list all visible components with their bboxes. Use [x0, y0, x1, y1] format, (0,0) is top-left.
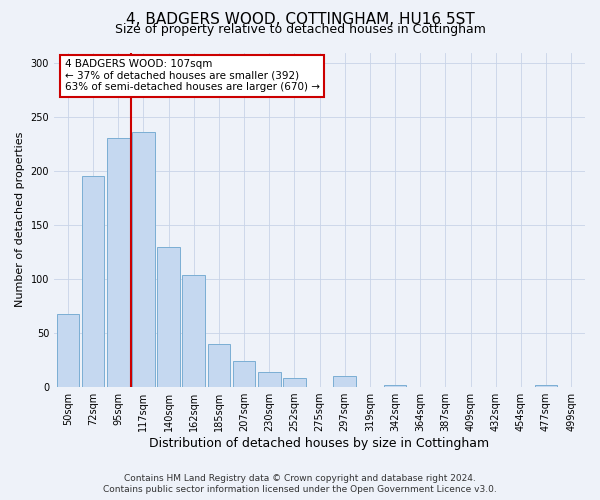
Bar: [334, 376, 356, 387]
Bar: [107, 138, 130, 387]
Bar: [383, 385, 406, 387]
Text: 4, BADGERS WOOD, COTTINGHAM, HU16 5ST: 4, BADGERS WOOD, COTTINGHAM, HU16 5ST: [125, 12, 475, 28]
Text: 4 BADGERS WOOD: 107sqm
← 37% of detached houses are smaller (392)
63% of semi-de: 4 BADGERS WOOD: 107sqm ← 37% of detached…: [65, 59, 320, 92]
Bar: [535, 385, 557, 387]
Bar: [283, 378, 305, 387]
Bar: [82, 176, 104, 387]
Bar: [233, 361, 256, 387]
Bar: [258, 372, 281, 387]
Y-axis label: Number of detached properties: Number of detached properties: [15, 132, 25, 308]
X-axis label: Distribution of detached houses by size in Cottingham: Distribution of detached houses by size …: [149, 437, 490, 450]
Text: Size of property relative to detached houses in Cottingham: Size of property relative to detached ho…: [115, 22, 485, 36]
Bar: [132, 132, 155, 387]
Bar: [157, 247, 180, 387]
Bar: [208, 344, 230, 387]
Bar: [56, 314, 79, 387]
Bar: [182, 275, 205, 387]
Text: Contains HM Land Registry data © Crown copyright and database right 2024.
Contai: Contains HM Land Registry data © Crown c…: [103, 474, 497, 494]
